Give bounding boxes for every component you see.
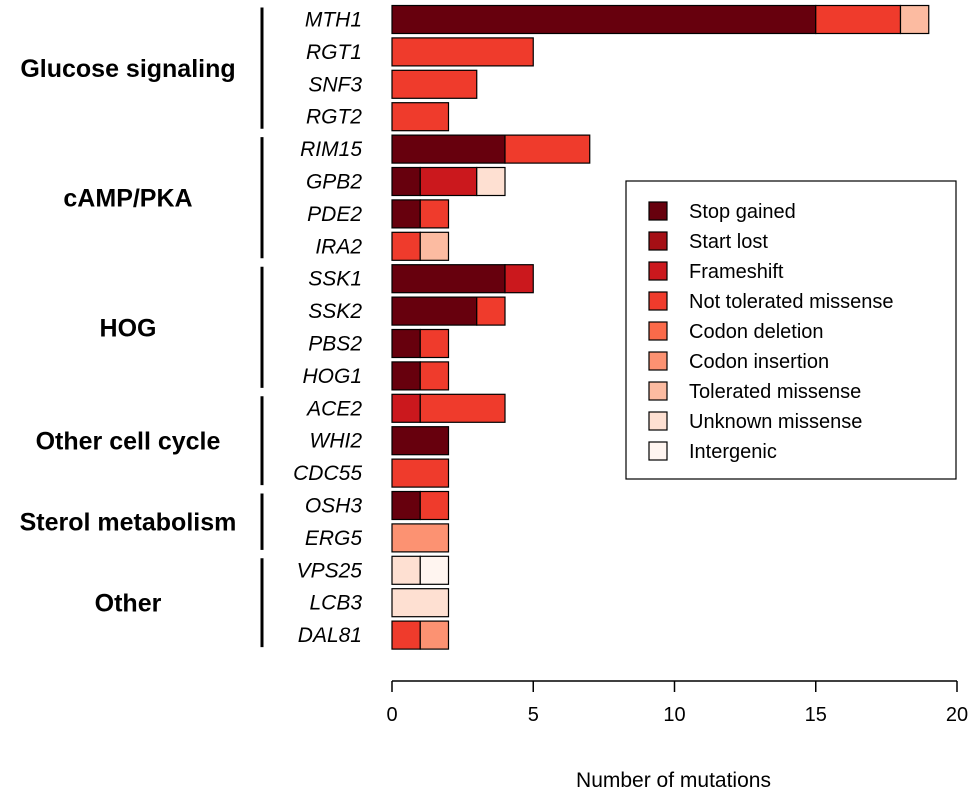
gene-label-rgt2: RGT2 [306,106,362,129]
gene-label-mth1: MTH1 [305,9,362,32]
gene-label-osh3: OSH3 [305,495,363,518]
group-label-camp-pka: cAMP/PKA [63,185,192,213]
gene-label-ssk1: SSK1 [308,268,362,291]
x-tick-label-10: 10 [663,704,685,726]
group-label-glucose-signaling: Glucose signaling [20,55,235,83]
bar-ira2-not-tolerated-missense [391,231,421,261]
bar-rim15-stop-gained [391,134,506,164]
bars-layer [391,4,930,650]
bar-vps25-intergenic [419,555,450,585]
legend-swatch-unknown-missense [648,411,668,431]
bar-ssk1-frameshift [504,264,534,294]
gene-label-whi2: WHI2 [310,430,363,453]
legend-label-not-tolerated-missense: Not tolerated missense [689,291,894,313]
x-axis: 0 5 10 15 20 [386,680,968,726]
x-axis-title: Number of mutations [576,769,771,792]
bar-pde2-not-tolerated-missense [419,199,450,229]
bar-cdc55-not-tolerated-missense [391,458,450,488]
bar-ira2-tolerated-missense [419,231,450,261]
legend-swatch-frameshift [648,261,668,281]
gene-label-lcb3: LCB3 [309,592,362,615]
bar-pbs2-stop-gained [391,328,421,359]
bar-hog1-stop-gained [391,361,421,391]
legend-box [625,180,957,480]
group-label-hog: HOG [100,314,157,342]
gene-label-pbs2: PBS2 [308,333,362,356]
legend-label-start-lost: Start lost [689,231,768,253]
bar-osh3-stop-gained [391,490,421,521]
legend-label-stop-gained: Stop gained [689,201,796,223]
legend-swatch-codon-deletion [648,321,668,341]
legend-label-frameshift: Frameshift [689,261,784,283]
gene-label-rgt1: RGT1 [306,41,362,64]
bar-osh3-not-tolerated-missense [419,490,450,521]
bar-gpb2-frameshift [419,166,478,197]
bar-rgt2-not-tolerated-missense [391,102,450,132]
legend-label-tolerated-missense: Tolerated missense [689,381,861,403]
bar-ssk2-not-tolerated-missense [476,296,506,326]
bar-dal81-codon-insertion [419,620,450,650]
bar-rim15-not-tolerated-missense [504,134,591,164]
gene-label-snf3: SNF3 [308,73,362,96]
gene-label-rim15: RIM15 [300,138,362,161]
bar-ssk1-stop-gained [391,264,506,294]
gene-label-dal81: DAL81 [298,624,362,647]
bar-mth1-stop-gained [391,4,817,35]
gene-label-pde2: PDE2 [307,203,362,226]
bar-vps25-unknown-missense [391,555,421,585]
x-tick-label-15: 15 [805,704,827,726]
bar-pbs2-not-tolerated-missense [419,328,450,359]
bar-ssk2-stop-gained [391,296,478,326]
gene-label-erg5: ERG5 [305,527,363,550]
gene-label-vps25: VPS25 [297,559,363,582]
x-tick-label-0: 0 [386,704,397,726]
bar-dal81-not-tolerated-missense [391,620,421,650]
bar-ace2-frameshift [391,393,421,423]
gene-label-ssk2: SSK2 [308,300,362,323]
group-label-other: Other [95,590,162,618]
bar-gpb2-unknown-missense [476,166,506,197]
legend-label-unknown-missense: Unknown missense [689,411,862,433]
group-label-sterol-metabolism: Sterol metabolism [20,509,237,537]
legend: Stop gained Start lost Frameshift Not toler… [625,180,957,480]
bar-mth1-not-tolerated-missense [815,4,902,35]
bar-whi2-stop-gained [391,426,450,456]
legend-swatch-codon-insertion [648,351,668,371]
x-tick-label-5: 5 [528,704,539,726]
gene-label-hog1: HOG1 [302,365,362,388]
bar-snf3-not-tolerated-missense [391,69,478,99]
bar-pde2-stop-gained [391,199,421,229]
x-tick-label-20: 20 [946,704,968,726]
gene-labels-layer: MTH1 RGT1 SNF3 RGT2 RIM15 GPB2 PDE2 IRA2 SSK1 SSK… [293,9,362,648]
legend-label-codon-insertion: Codon insertion [689,351,829,373]
gene-label-ace2: ACE2 [305,397,362,420]
legend-label-intergenic: Intergenic [689,441,777,463]
gene-label-gpb2: GPB2 [306,171,362,194]
bar-mth1-tolerated-missense [899,4,930,35]
legend-swatch-not-tolerated-missense [648,291,668,311]
bar-hog1-not-tolerated-missense [419,361,450,391]
legend-swatch-stop-gained [648,201,668,221]
bar-gpb2-stop-gained [391,166,421,197]
gene-label-cdc55: CDC55 [293,462,362,485]
bar-rgt1-not-tolerated-missense [391,37,534,67]
group-labels-layer: Glucose signaling cAMP/PKA HOG Other cell c… [20,7,264,648]
legend-swatch-start-lost [648,231,668,251]
bar-ace2-not-tolerated-missense [419,393,506,423]
legend-swatch-tolerated-missense [648,381,668,401]
group-label-other-cell-cycle: Other cell cycle [36,428,221,456]
legend-label-codon-deletion: Codon deletion [689,321,824,343]
legend-swatch-intergenic [648,441,668,461]
bar-lcb3-unknown-missense [391,588,450,618]
bar-erg5-codon-insertion [391,523,450,553]
gene-label-ira2: IRA2 [315,235,362,258]
